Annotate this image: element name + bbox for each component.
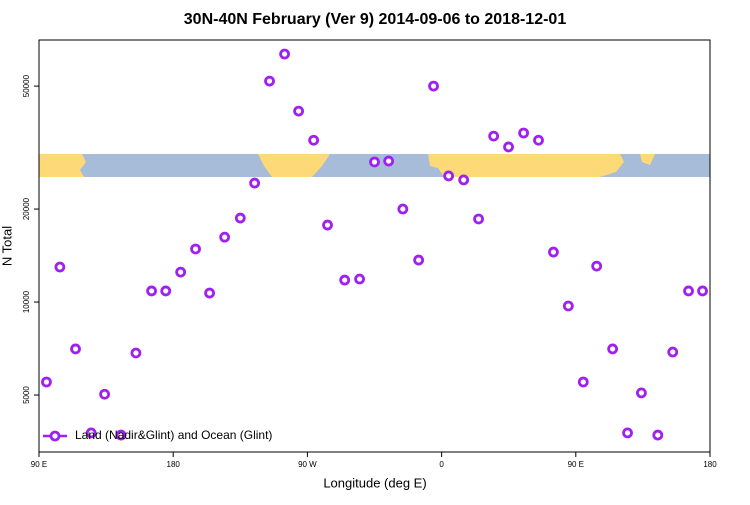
legend-label: Land (Nadir&Glint) and Ocean (Glint) (75, 428, 272, 442)
point (577, 376, 589, 388)
y-tick-label: 5000 (22, 386, 31, 404)
y-tick-label: 10000 (22, 290, 31, 313)
point (697, 285, 708, 297)
point (473, 213, 484, 225)
point (115, 429, 127, 441)
x-tick-label: 180 (167, 460, 181, 469)
point (413, 254, 425, 266)
x-tick-label: 90 E (568, 460, 584, 469)
point (622, 427, 633, 439)
point (683, 285, 694, 297)
legend-marker (49, 430, 61, 442)
point (369, 156, 380, 168)
point (130, 347, 142, 359)
point (443, 170, 455, 182)
point (397, 203, 409, 215)
point (339, 274, 351, 286)
point (591, 260, 603, 272)
point (146, 285, 157, 297)
plot-frame (38, 39, 711, 453)
y-tick-label: 20000 (22, 197, 31, 220)
y-axis-label: N Total (0, 226, 14, 266)
chart-title: 30N-40N February (Ver 9) 2014-09-06 to 2… (184, 11, 567, 28)
point (533, 134, 544, 146)
point (279, 48, 290, 60)
point (458, 174, 470, 186)
point (607, 343, 619, 355)
point (234, 212, 246, 224)
point (383, 155, 395, 167)
point (428, 80, 439, 92)
point (249, 177, 261, 189)
point (636, 387, 647, 399)
point (562, 300, 574, 312)
x-tick-label: 90 E (31, 460, 47, 469)
point (322, 219, 333, 231)
x-tick-label: 180 (703, 460, 717, 469)
point (204, 287, 215, 299)
point (293, 105, 305, 117)
point (54, 261, 66, 273)
point (652, 429, 664, 441)
point (41, 376, 52, 388)
x-tick-label: 90 W (298, 460, 317, 469)
point (264, 75, 275, 87)
point (518, 127, 530, 139)
point (548, 246, 559, 258)
x-axis-label: Longitude (deg E) (323, 475, 426, 490)
point (190, 243, 201, 255)
point (667, 346, 679, 358)
point (99, 388, 111, 400)
x-tick-label: 0 (439, 460, 444, 469)
y-tick-label: 50000 (22, 74, 31, 97)
point (503, 141, 514, 153)
point (70, 343, 81, 355)
point (354, 273, 365, 285)
point (160, 285, 172, 297)
point (488, 130, 500, 142)
point (85, 427, 97, 439)
point (308, 134, 320, 146)
point (175, 266, 187, 278)
point (219, 231, 231, 243)
